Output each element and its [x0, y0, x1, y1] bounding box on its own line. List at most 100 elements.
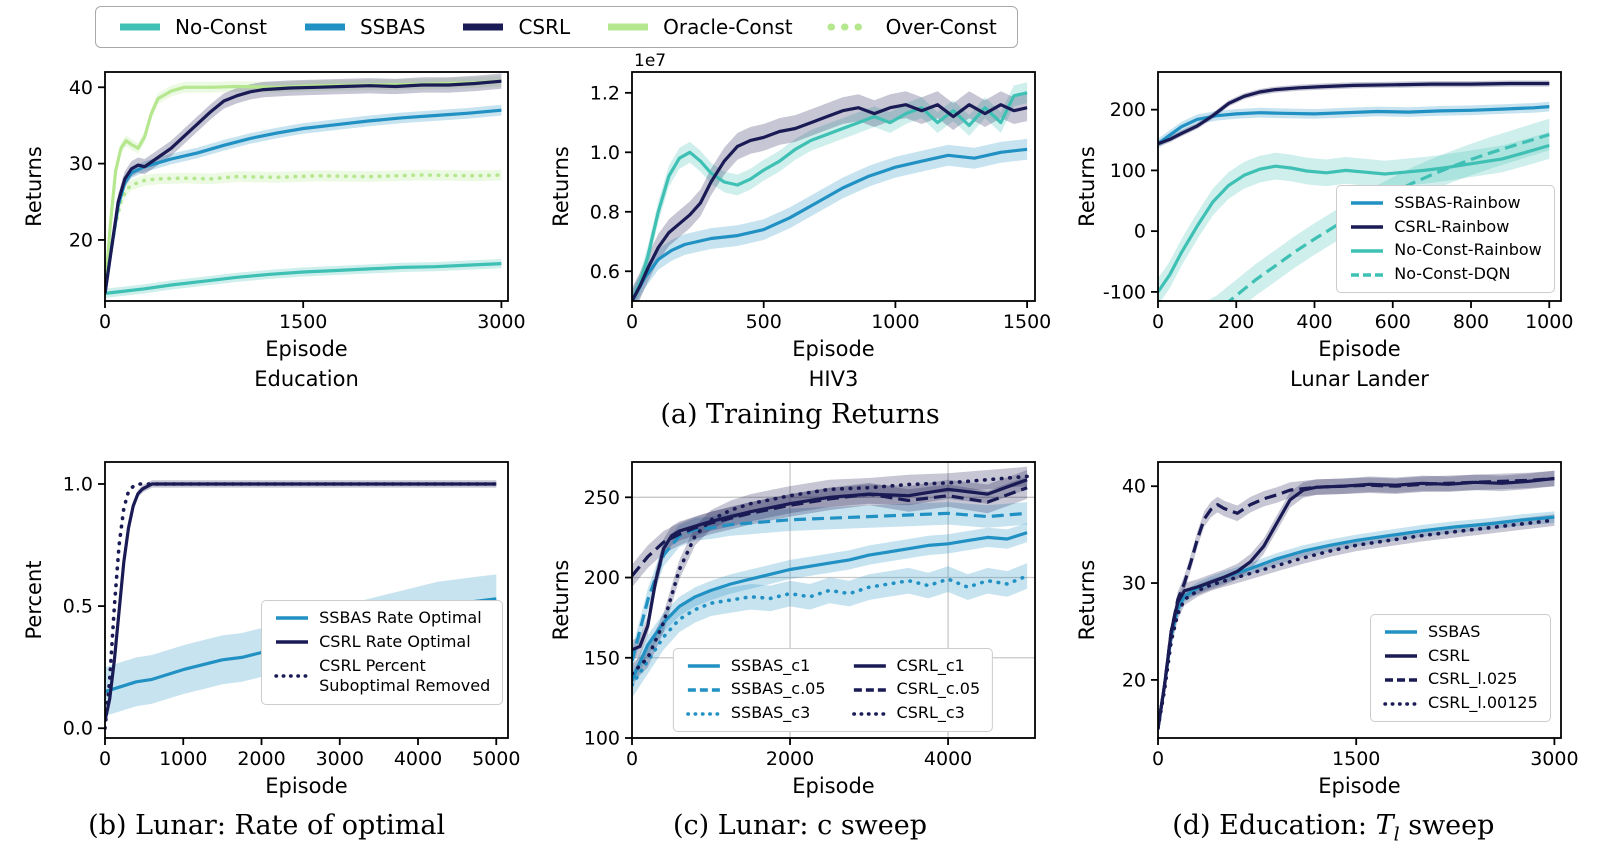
y-tick-label: 1.2 — [589, 82, 619, 104]
y-axis-label: Returns — [549, 146, 573, 227]
x-tick-label: 200 — [1218, 311, 1254, 333]
chart-hiv3: 0 500 1000 1500 0.6 0.8 1.0 1.2 Episode Returns HI… — [548, 50, 1053, 395]
legend-line-sample — [1383, 701, 1419, 706]
x-tick-label: 0 — [625, 748, 637, 770]
x-tick-label: 1000 — [871, 311, 919, 333]
legend-entry: CSRL_c.05 — [852, 679, 981, 700]
y-tick-label: 40 — [1122, 476, 1146, 498]
line-SSBAS_c3 — [631, 574, 1029, 687]
chart-title: HIV3 — [808, 367, 858, 391]
y-tick-label: 30 — [69, 153, 93, 175]
figure-legend-item: No-Const — [116, 15, 267, 39]
plot-frame — [630, 461, 1036, 739]
figure-legend-label: Over-Const — [885, 15, 997, 39]
legend-entry: No-Const-Rainbow — [1349, 240, 1542, 261]
band-CSRL_l.00125 — [1157, 514, 1555, 735]
caption-d-sub: l — [1393, 823, 1400, 846]
legend-label: SSBAS Rate Optimal — [319, 608, 482, 627]
x-tick-label: 600 — [1374, 311, 1410, 333]
y-tick-label: 1.0 — [589, 142, 619, 164]
legend-entry: CSRL_c1 — [852, 656, 981, 677]
x-axis-label: Episode — [266, 774, 348, 798]
legend-label: SSBAS — [1427, 621, 1481, 641]
x-axis-label: Episode — [266, 337, 348, 361]
chart-rate-optimal: 0 1000 2000 3000 4000 5000 0.0 0.5 1.0 Episode Per… — [21, 440, 526, 800]
plot-frame — [630, 71, 1036, 302]
legend-line-sample — [851, 711, 888, 716]
legend-label: SSBAS_c1 — [730, 655, 811, 675]
legend-entry: SSBAS — [1383, 622, 1538, 643]
y-tick-label: 0.5 — [63, 596, 93, 618]
x-tick-label: 1000 — [159, 748, 207, 770]
legend-label: SSBAS_c.05 — [730, 679, 826, 699]
legend-label: CSRL_c1 — [896, 655, 965, 675]
chart-canvas-tl-sweep: 0 1500 3000 20 30 40 Episode Returns — [1075, 461, 1578, 798]
legend-line-sample — [1351, 272, 1384, 277]
line-CSRL_c.05 — [631, 486, 1028, 577]
legend-c-sweep: SSBAS_c1 CSRL_c1 SSBAS_c.05 CSRL_c.05 SSBAS_… — [672, 647, 994, 732]
y-tick-label: 0.0 — [63, 718, 93, 740]
legend-label: CSRL_l.00125 — [1427, 693, 1538, 713]
legend-line-sample — [853, 664, 886, 668]
legend-label: CSRL_c.05 — [896, 679, 981, 699]
figure-legend-item: CSRL — [459, 15, 570, 39]
captions-row: (b) Lunar: Rate of optimal (c) Lunar: c … — [0, 810, 1600, 845]
band-SSBAS_c.05 — [631, 502, 1027, 673]
legend-label: SSBAS-Rainbow — [1394, 192, 1521, 212]
band-CSRL_c.05 — [631, 476, 1027, 588]
line-CSRL — [105, 79, 502, 294]
y-tick-label: 20 — [1122, 669, 1146, 691]
x-tick-label: 3000 — [477, 311, 525, 333]
legend-lunar-lander: SSBAS-Rainbow CSRL-Rainbow No-Const-Rainbo… — [1336, 184, 1555, 293]
figure-legend-label: CSRL — [518, 15, 571, 39]
figure-legend-line-sample — [827, 23, 875, 31]
band-SSBAS_c1 — [631, 523, 1027, 690]
band-No-Const-Rainbow — [1157, 132, 1550, 301]
figure-legend-line-sample — [120, 23, 160, 31]
caption-d-math: T — [1375, 810, 1394, 841]
x-tick-label: 3000 — [1530, 748, 1578, 770]
legend-entry: CSRL_c3 — [851, 703, 981, 724]
y-axis-label: Percent — [22, 560, 46, 639]
line-SSBAS_c.05 — [631, 511, 1027, 662]
line-CSRL — [631, 103, 1027, 301]
band-SSBAS — [105, 104, 502, 299]
y-axis-label: Returns — [549, 560, 573, 641]
figure-legend-line-sample — [608, 23, 649, 31]
x-axis-label: Episode — [1318, 337, 1400, 361]
line-CSRL_l.025 — [1157, 476, 1555, 729]
band-CSRL_c3 — [631, 466, 1027, 684]
legend-entry: CSRL_l.025 — [1383, 669, 1538, 690]
legend-label: SSBAS_c3 — [730, 703, 811, 723]
figure-legend-label: Oracle-Const — [663, 15, 793, 39]
x-tick-label: 1500 — [279, 311, 327, 333]
figure-legend-label: SSBAS — [359, 15, 426, 39]
y-axis-label: Returns — [1075, 146, 1099, 227]
line-SSBAS-Rainbow — [1157, 105, 1550, 145]
line-CSRL-Rainbow — [1157, 81, 1550, 146]
legend-entry: CSRL — [1383, 646, 1538, 667]
y-tick-label: 200 — [583, 567, 619, 589]
legend-label: CSRL — [1427, 645, 1470, 665]
legend-line-sample — [687, 664, 720, 668]
x-tick-label: 400 — [1296, 311, 1332, 333]
x-tick-label: 0 — [1152, 748, 1164, 770]
x-tick-label: 3000 — [316, 748, 364, 770]
x-tick-label: 1500 — [1002, 311, 1050, 333]
y-tick-label: 100 — [1109, 160, 1145, 182]
x-tick-label: 2000 — [238, 748, 286, 770]
y-tick-label: 250 — [583, 487, 619, 509]
legend-entry: SSBAS_c.05 — [686, 679, 826, 700]
y-tick-label: 150 — [583, 647, 619, 669]
chart-canvas-hiv3: 0 500 1000 1500 0.6 0.8 1.0 1.2 Episode Returns HI… — [549, 51, 1051, 391]
legend-label: CSRL_l.025 — [1427, 669, 1518, 689]
legend-line-sample — [276, 616, 309, 621]
band-CSRL — [631, 91, 1027, 301]
legend-entry: CSRL Rate Optimal — [274, 632, 490, 653]
legend-tl-sweep: SSBAS CSRL CSRL_l.025 CSRL_l.00125 — [1369, 613, 1551, 722]
caption-d-suffix: sweep — [1399, 810, 1495, 841]
legend-rate-optimal: SSBAS Rate Optimal CSRL Rate Optimal CSRL … — [261, 600, 504, 706]
legend-line-sample — [1384, 630, 1417, 634]
x-tick-label: 500 — [745, 311, 781, 333]
legend-label: CSRL Rate Optimal — [319, 631, 471, 651]
